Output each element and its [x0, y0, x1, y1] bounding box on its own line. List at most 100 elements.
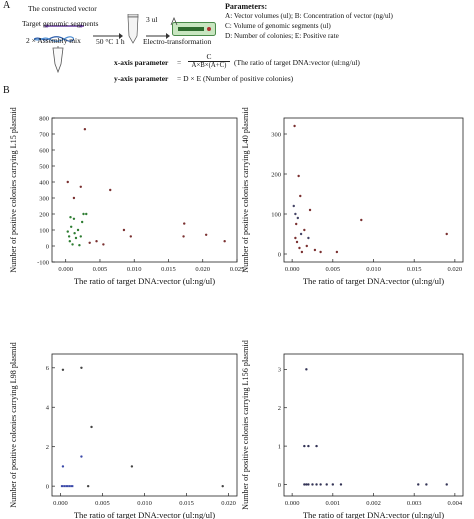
fraction-bar: [188, 61, 230, 62]
x-axis-label: The ratio of target DNA:vector (ul:ng/ul…: [74, 276, 215, 286]
arrow-icon-1: [93, 26, 123, 39]
data-point: [295, 240, 299, 244]
parameter-line-2: C: Volume of genomic segments (ul): [225, 22, 331, 30]
panel-label-a: A: [3, 0, 11, 11]
target-segments-label: Target genomic segments: [22, 19, 99, 28]
data-point: [298, 246, 301, 250]
data-point: [85, 212, 88, 216]
data-point: [72, 196, 76, 200]
data-point: [204, 233, 208, 236]
data-point: [70, 485, 74, 488]
x-tick-label: 0.001: [326, 500, 341, 507]
y-tick-label: 2: [46, 444, 49, 451]
y-tick-label: -100: [37, 259, 49, 266]
y-tick-label: 1: [278, 443, 281, 450]
data-point: [294, 236, 297, 240]
data-point: [223, 240, 226, 243]
y-axis-label: Number of positive colonies carrying L15…: [241, 340, 250, 510]
dna-segment-icon: [33, 29, 75, 42]
y-tick-label: 2: [278, 405, 281, 412]
data-point: [305, 244, 308, 248]
y-tick-label: 200: [39, 211, 49, 218]
data-point: [305, 368, 308, 371]
x-tick-label: 0.000: [58, 266, 73, 273]
data-point: [130, 465, 134, 468]
x-tick-label: 0.002: [366, 500, 381, 507]
y-tick-label: 6: [46, 365, 50, 372]
data-point: [293, 124, 296, 128]
data-point: [88, 241, 91, 244]
data-point: [319, 250, 322, 254]
data-point: [66, 230, 69, 233]
x-tick-label: 0.000: [285, 266, 300, 273]
data-point: [445, 483, 448, 486]
x-tick-label: 0.015: [179, 500, 194, 507]
data-point: [71, 243, 74, 246]
electrode-icon: [170, 13, 178, 26]
x-tick-label: 0.010: [127, 266, 142, 273]
data-point: [303, 228, 306, 232]
data-point: [425, 483, 428, 486]
data-point: [79, 235, 82, 238]
y-tick-label: 4: [46, 405, 50, 412]
data-point: [315, 483, 318, 486]
y-parameter-label: y-axis parameter: [114, 74, 169, 83]
arrow-icon-2: [146, 26, 170, 39]
y-axis-label: Number of positive colonies carrying L15…: [9, 107, 18, 273]
data-point: [325, 483, 328, 486]
y-axis-label: Number of positive colonies carrying L98…: [9, 342, 18, 508]
y-tick-label: 300: [271, 131, 281, 138]
scatter-plot-1: 0.000 0.005 0.010 0.015 0.020 0.025 -100 0 100 20…: [9, 107, 244, 286]
data-point: [315, 444, 318, 448]
x-tick-label: 0.020: [448, 266, 463, 273]
x-tick-label: 0.010: [137, 500, 152, 507]
y-tick-label: 0: [46, 243, 49, 250]
y-tick-label: 0: [278, 482, 281, 489]
x-axis-label: The ratio of target DNA:vector (ul:ng/ul…: [303, 276, 444, 286]
parameters-title: Parameters:: [225, 2, 268, 11]
data-point: [311, 483, 314, 486]
data-point: [86, 484, 90, 488]
y-tick-label: 600: [39, 147, 49, 154]
y-tick-label: 400: [39, 179, 49, 186]
scatter-plot-3: 0.000 0.005 0.010 0.015 0.020 0 2 4 6 The ratio o…: [9, 342, 238, 519]
x-tick-label: 0.000: [53, 500, 68, 507]
data-point: [295, 222, 298, 226]
y-tick-label: 0: [46, 483, 49, 490]
data-point: [445, 232, 448, 236]
data-point: [68, 240, 72, 243]
x-tick-label: 0.010: [366, 266, 381, 273]
y-tick-label: 300: [39, 195, 49, 202]
data-point: [299, 232, 303, 236]
data-point: [307, 444, 310, 448]
data-point: [297, 174, 300, 178]
y-tick-label: 800: [39, 115, 49, 122]
y-parameter-equation: = D × E (Number of positive colonies): [177, 74, 294, 83]
data-point: [360, 218, 363, 222]
data-point: [68, 485, 71, 488]
x-tick-label: 0.025: [230, 266, 245, 273]
data-point: [67, 235, 71, 238]
data-point: [313, 248, 317, 252]
data-point: [122, 228, 126, 232]
data-point: [61, 465, 65, 468]
plot-frame: [51, 117, 238, 263]
constructed-vector-label: The constructed vector: [28, 4, 97, 13]
data-point: [303, 444, 306, 448]
data-point: [65, 485, 69, 488]
data-point: [300, 250, 304, 254]
assembly-mix-label: 2 × Assembly mix: [26, 36, 81, 45]
x-tick-label: 0.020: [195, 266, 210, 273]
cuvette-icon: [172, 22, 216, 36]
data-point: [294, 212, 297, 216]
plot-frame: [283, 353, 464, 497]
y-tick-label: 0: [278, 251, 281, 258]
y-tick-label: 200: [271, 171, 281, 178]
x-tick-label: 0.003: [407, 500, 422, 507]
plot-frame: [283, 117, 464, 263]
data-point: [79, 185, 82, 188]
x-axis-label: The ratio of target DNA:vector (ul:ng/ul…: [303, 510, 444, 519]
data-point: [299, 194, 302, 198]
data-point: [102, 243, 105, 246]
data-point: [90, 425, 93, 429]
